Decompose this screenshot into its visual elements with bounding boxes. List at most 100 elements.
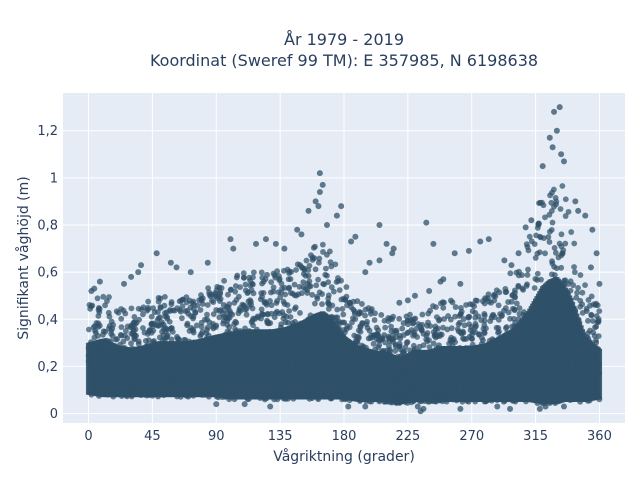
scatter-point bbox=[485, 377, 492, 384]
scatter-outlier bbox=[345, 403, 352, 410]
scatter-point bbox=[258, 269, 265, 276]
scatter-point bbox=[152, 359, 159, 366]
scatter-point bbox=[543, 376, 550, 383]
scatter-point bbox=[159, 328, 165, 335]
scatter-point bbox=[544, 339, 550, 346]
scatter-point bbox=[123, 365, 130, 372]
scatter-point bbox=[555, 254, 562, 261]
scatter-outlier bbox=[305, 207, 312, 214]
scatter-outlier bbox=[253, 240, 260, 247]
scatter-outlier bbox=[596, 280, 603, 287]
scatter-point bbox=[118, 332, 125, 339]
scatter-point bbox=[118, 315, 125, 322]
scatter-point bbox=[539, 361, 546, 368]
scatter-outlier bbox=[508, 262, 515, 269]
scatter-point bbox=[366, 390, 373, 397]
scatter-point bbox=[194, 388, 201, 395]
scatter-point bbox=[561, 280, 568, 287]
scatter-point bbox=[574, 395, 581, 402]
scatter-point bbox=[450, 396, 457, 403]
scatter-point bbox=[146, 392, 153, 399]
scatter-point bbox=[585, 297, 592, 303]
scatter-point bbox=[483, 296, 489, 303]
scatter-outlier bbox=[558, 151, 565, 158]
scatter-point bbox=[505, 345, 512, 352]
scatter-point bbox=[440, 304, 447, 311]
scatter-point bbox=[439, 350, 445, 357]
scatter-point bbox=[505, 299, 511, 305]
scatter-point bbox=[303, 358, 309, 364]
scatter-point bbox=[572, 363, 579, 370]
scatter-point bbox=[400, 320, 407, 327]
scatter-point bbox=[313, 366, 319, 372]
scatter-point bbox=[520, 329, 527, 336]
scatter-point bbox=[350, 370, 357, 377]
scatter-point bbox=[396, 399, 403, 406]
scatter-outlier bbox=[323, 222, 330, 228]
scatter-point bbox=[250, 322, 256, 329]
scatter-point bbox=[282, 319, 289, 326]
scatter-point bbox=[339, 396, 345, 403]
scatter-outlier bbox=[560, 158, 567, 165]
scatter-point bbox=[415, 386, 422, 393]
scatter-point bbox=[220, 302, 227, 308]
scatter-point bbox=[238, 353, 244, 360]
scatter-point bbox=[403, 370, 410, 377]
scatter-outlier bbox=[542, 403, 549, 410]
scatter-point bbox=[271, 396, 278, 403]
scatter-point bbox=[526, 352, 533, 359]
scatter-point bbox=[267, 298, 273, 304]
scatter-point bbox=[131, 314, 138, 320]
scatter-point bbox=[280, 298, 287, 305]
scatter-point bbox=[489, 381, 496, 387]
scatter-point bbox=[225, 291, 231, 298]
scatter-point bbox=[357, 328, 364, 335]
scatter-point bbox=[150, 382, 157, 389]
scatter-point bbox=[350, 306, 357, 313]
scatter-point bbox=[525, 266, 531, 273]
scatter-point bbox=[296, 380, 303, 387]
scatter-point bbox=[254, 351, 261, 358]
scatter-outlier bbox=[589, 226, 596, 233]
scatter-point bbox=[292, 304, 299, 311]
scatter-point bbox=[389, 386, 396, 393]
scatter-point bbox=[574, 384, 581, 390]
scatter-point bbox=[502, 365, 509, 371]
scatter-point bbox=[554, 309, 561, 316]
scatter-point bbox=[523, 282, 530, 289]
scatter-point bbox=[511, 397, 518, 404]
scatter-point bbox=[226, 347, 233, 353]
scatter-point bbox=[562, 213, 569, 219]
scatter-point bbox=[106, 313, 113, 320]
scatter-point bbox=[203, 351, 210, 358]
scatter-point bbox=[145, 304, 151, 311]
scatter-point bbox=[309, 395, 315, 402]
scatter-point bbox=[544, 381, 551, 388]
scatter-point bbox=[459, 390, 466, 397]
scatter-point bbox=[286, 270, 292, 277]
scatter-point bbox=[324, 251, 330, 258]
scatter-point bbox=[291, 333, 298, 339]
scatter-point bbox=[547, 320, 554, 326]
scatter-outlier bbox=[316, 189, 323, 195]
scatter-point bbox=[429, 374, 435, 381]
scatter-point bbox=[340, 311, 347, 318]
scatter-point bbox=[438, 300, 444, 307]
scatter-point bbox=[518, 387, 525, 394]
scatter-point bbox=[534, 400, 541, 407]
scatter-point bbox=[139, 359, 146, 366]
scatter-point bbox=[268, 279, 275, 286]
scatter-point bbox=[501, 393, 508, 400]
scatter-point bbox=[548, 328, 555, 335]
scatter-outlier bbox=[362, 403, 369, 410]
scatter-point bbox=[523, 336, 530, 343]
scatter-point bbox=[242, 325, 248, 332]
y-tick-label: 0,4 bbox=[37, 313, 58, 328]
scatter-outlier bbox=[316, 170, 323, 177]
scatter-point bbox=[116, 348, 123, 355]
scatter-point bbox=[157, 305, 164, 311]
scatter-point bbox=[242, 281, 249, 288]
x-axis-title: Vågriktning (grader) bbox=[273, 448, 415, 465]
scatter-point bbox=[398, 372, 405, 379]
scatter-point bbox=[298, 385, 305, 392]
